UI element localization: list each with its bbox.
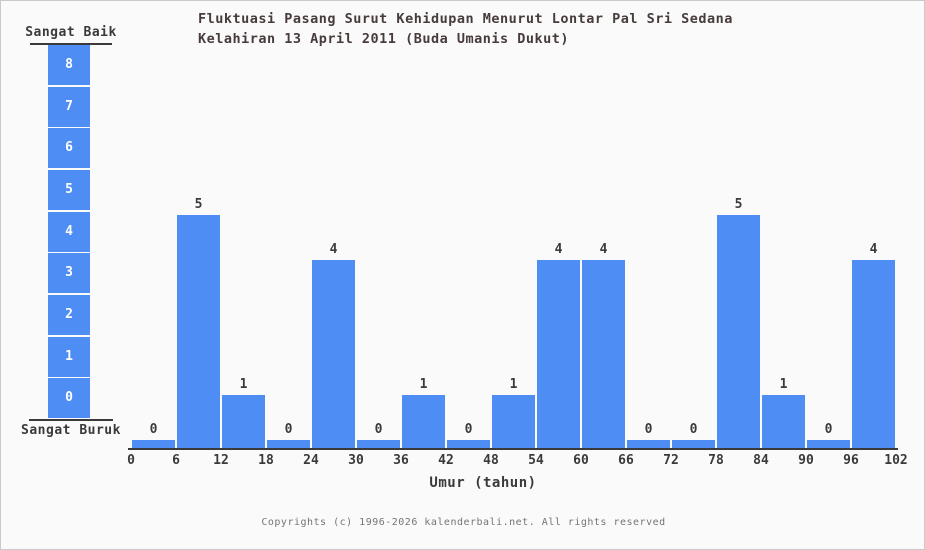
bar-value-label: 0 (464, 422, 473, 437)
x-tick-label: 36 (393, 453, 409, 468)
bar-age-54-60 (537, 260, 580, 448)
bar-age-78-84 (717, 215, 760, 448)
bar-age-66-72 (627, 440, 670, 448)
x-tick-label: 90 (798, 453, 814, 468)
bar-value-label: 0 (374, 422, 383, 437)
bar-value-label: 1 (779, 377, 788, 392)
scale-level-box-7: 7 (48, 86, 90, 127)
x-tick-label: 54 (528, 453, 544, 468)
scale-level-box-2: 2 (48, 295, 90, 336)
x-tick-label: 72 (663, 453, 679, 468)
x-tick-label: 78 (708, 453, 724, 468)
x-axis-title: Umur (tahun) (429, 475, 537, 491)
bar-age-12-18 (222, 395, 265, 448)
x-tick-label: 18 (258, 453, 274, 468)
chart-title-line2: Kelahiran 13 April 2011 (Buda Umanis Duk… (198, 31, 569, 47)
bar-age-18-24 (267, 440, 310, 448)
footer-copyright: Copyrights (c) 1996-2026 kalenderbali.ne… (261, 517, 666, 528)
x-tick-label: 66 (618, 453, 634, 468)
bar-value-label: 0 (284, 422, 293, 437)
scale-level-box-8: 8 (48, 45, 90, 86)
bar-age-30-36 (357, 440, 400, 448)
bar-age-42-48 (447, 440, 490, 448)
x-tick-label: 96 (843, 453, 859, 468)
x-axis-line (128, 448, 898, 450)
x-tick-label: 102 (884, 453, 908, 468)
bar-age-6-12 (177, 215, 220, 448)
scale-top-rule (30, 43, 112, 45)
x-tick-label: 42 (438, 453, 454, 468)
x-tick-label: 48 (483, 453, 499, 468)
bar-value-label: 4 (554, 242, 563, 257)
bar-value-label: 1 (509, 377, 518, 392)
scale-level-box-3: 3 (48, 253, 90, 294)
bar-age-90-96 (807, 440, 850, 448)
x-tick-label: 30 (348, 453, 364, 468)
scale-level-box-0: 0 (48, 378, 90, 419)
x-tick-label: 6 (172, 453, 180, 468)
x-tick-label: 0 (127, 453, 135, 468)
scale-label-sangat-buruk: Sangat Buruk (21, 423, 121, 438)
scale-level-box-4: 4 (48, 211, 90, 252)
bar-value-label: 4 (869, 242, 878, 257)
chart-title: Fluktuasi Pasang Surut Kehidupan Menurut… (198, 9, 733, 49)
x-tick-label: 84 (753, 453, 769, 468)
bar-age-48-54 (492, 395, 535, 448)
bar-age-0-6 (132, 440, 175, 448)
scale-level-box-1: 1 (48, 336, 90, 377)
x-tick-label: 60 (573, 453, 589, 468)
scale-bottom-rule (29, 419, 113, 421)
bar-value-label: 5 (734, 197, 743, 212)
x-tick-label: 12 (213, 453, 229, 468)
x-tick-label: 24 (303, 453, 319, 468)
bar-age-84-90 (762, 395, 805, 448)
bar-value-label: 4 (329, 242, 338, 257)
bar-age-60-66 (582, 260, 625, 448)
bar-age-36-42 (402, 395, 445, 448)
bar-value-label: 5 (194, 197, 203, 212)
chart-title-line1: Fluktuasi Pasang Surut Kehidupan Menurut… (198, 11, 733, 27)
scale-label-sangat-baik: Sangat Baik (25, 25, 117, 40)
bar-value-label: 4 (599, 242, 608, 257)
bar-age-24-30 (312, 260, 355, 448)
bar-age-72-78 (672, 440, 715, 448)
bar-value-label: 1 (419, 377, 428, 392)
bar-value-label: 0 (149, 422, 158, 437)
scale-level-box-6: 6 (48, 128, 90, 169)
bar-value-label: 1 (239, 377, 248, 392)
bar-value-label: 0 (644, 422, 653, 437)
bar-value-label: 0 (689, 422, 698, 437)
bar-value-label: 0 (824, 422, 833, 437)
scale-level-box-5: 5 (48, 170, 90, 211)
bar-age-96-102 (852, 260, 895, 448)
